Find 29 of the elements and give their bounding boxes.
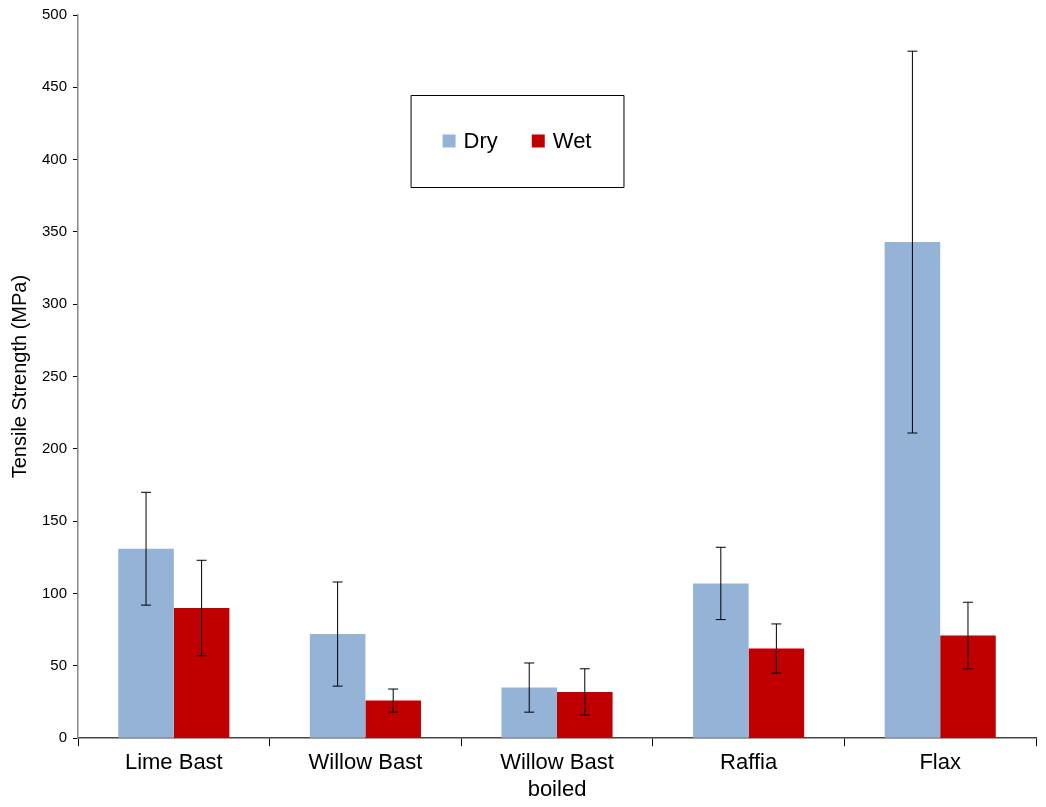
x-tick-label: Lime Bast bbox=[124, 749, 223, 775]
bar bbox=[693, 583, 749, 738]
legend-label: Wet bbox=[552, 128, 592, 154]
y-tick-label: 50 bbox=[50, 656, 68, 674]
bar bbox=[940, 635, 996, 738]
y-tick-label: 0 bbox=[58, 728, 68, 746]
bar bbox=[748, 648, 805, 738]
y-tick-label: 200 bbox=[42, 439, 68, 457]
bar bbox=[365, 700, 421, 738]
y-tick-label: 350 bbox=[42, 222, 68, 240]
x-tick-label: Willow Bast boiled bbox=[500, 749, 614, 801]
y-tick-label: 150 bbox=[42, 511, 68, 529]
bar bbox=[501, 687, 558, 738]
y-tick-label: 500 bbox=[42, 5, 68, 23]
y-tick-label: 100 bbox=[42, 583, 68, 601]
x-tick-label: Willow Bast bbox=[308, 749, 423, 775]
x-tick-label: Flax bbox=[919, 749, 961, 775]
y-tick-label: 250 bbox=[42, 366, 68, 384]
legend-label: Dry bbox=[463, 128, 498, 154]
bar bbox=[309, 634, 366, 738]
y-axis-title: Tensile Strength (MPa) bbox=[7, 274, 30, 479]
bar bbox=[173, 608, 230, 738]
y-tick-label: 450 bbox=[42, 77, 68, 95]
x-tick-label: Raffia bbox=[720, 749, 778, 775]
y-tick-label: 300 bbox=[42, 294, 68, 312]
bar bbox=[557, 691, 613, 738]
bar bbox=[884, 242, 941, 738]
bar bbox=[118, 548, 174, 738]
y-tick-label: 400 bbox=[42, 149, 68, 167]
